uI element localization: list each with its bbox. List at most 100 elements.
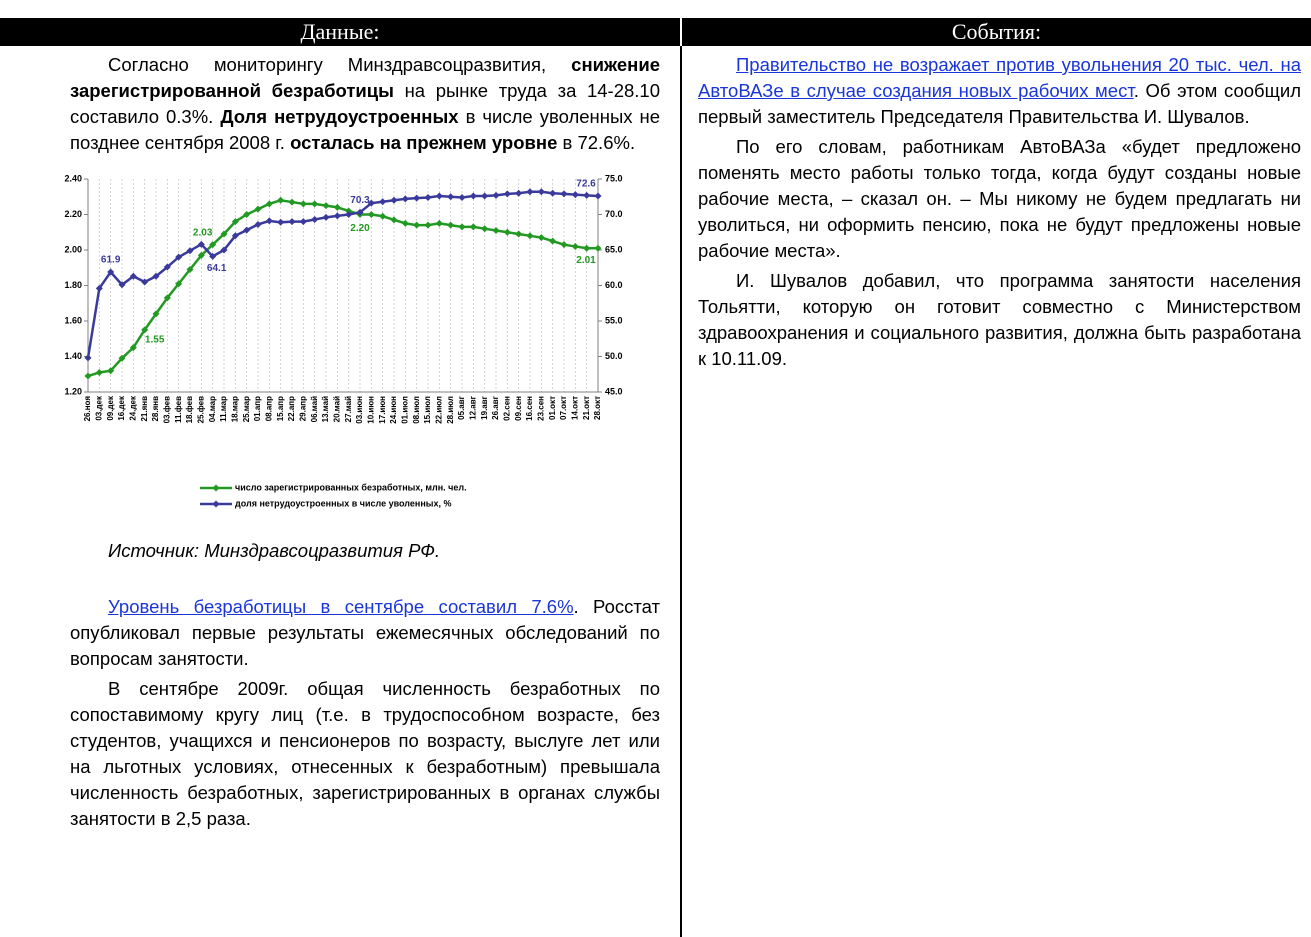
point-marker [118, 281, 126, 289]
paragraph: В сентябре 2009г. общая численность безр… [70, 678, 660, 829]
point-marker [129, 272, 137, 280]
point-marker [549, 237, 557, 245]
point-marker [84, 372, 92, 380]
point-marker [481, 225, 489, 233]
point-marker [401, 219, 409, 227]
data-label: 2.03 [193, 227, 213, 238]
y2-tick-label: 60.0 [605, 280, 623, 290]
point-marker [175, 253, 183, 261]
x-tick-label: 18.фев [185, 396, 194, 423]
point-marker [435, 219, 443, 227]
point-marker [367, 199, 375, 207]
paragraph: По его словам, работникам АвтоВАЗа «буде… [698, 136, 1301, 261]
y-tick-label: 1.80 [64, 280, 82, 290]
point-marker [515, 230, 523, 238]
bold-text: снижение зарегистрированной безработицы [70, 54, 660, 101]
x-tick-label: 17.июн [378, 396, 387, 424]
x-tick-label: 16.сен [525, 396, 534, 421]
x-tick-label: 25.фев [196, 396, 205, 423]
x-tick-label: 21.окт [582, 396, 591, 420]
x-tick-label: 08.апр [264, 396, 273, 421]
y-tick-label: 2.00 [64, 244, 82, 254]
y2-tick-label: 50.0 [605, 351, 623, 361]
legend-marker [212, 500, 220, 508]
point-marker [265, 200, 273, 208]
point-marker [503, 190, 511, 198]
news-link[interactable]: Правительство не возражает против увольн… [698, 54, 1301, 101]
series-line [86, 190, 599, 359]
point-marker [129, 344, 137, 352]
header-right: События: [682, 18, 1311, 46]
point-marker [594, 192, 602, 200]
data-label: 70.3 [350, 195, 370, 206]
legend-label: доля нетрудоустроенных в числе уволенных… [235, 498, 451, 508]
point-marker [560, 241, 568, 249]
x-tick-label: 26.ноя [83, 396, 92, 422]
y-tick-label: 2.20 [64, 209, 82, 219]
point-marker [515, 189, 523, 197]
point-marker [322, 202, 330, 210]
text: . Об этом сообщил первый заместитель Пре… [698, 80, 1301, 127]
x-tick-label: 02.сен [502, 396, 511, 421]
y2-tick-label: 75.0 [605, 173, 623, 183]
point-marker [379, 198, 387, 206]
point-marker [107, 268, 115, 276]
point-marker [356, 208, 364, 216]
point-marker [537, 234, 545, 242]
point-marker [107, 367, 115, 375]
y2-tick-label: 70.0 [605, 209, 623, 219]
x-tick-label: 15.апр [276, 396, 285, 421]
point-marker [288, 198, 296, 206]
x-tick-label: 09.сен [514, 396, 523, 421]
chart: 1.20 1.40 1.60 1.80 2.00 2.20 2.40 45.0 50.0 55.0… [64, 173, 623, 508]
point-marker [231, 232, 239, 240]
text: Согласно мониторингу Минздравсоцразвития… [108, 54, 572, 75]
left-column: Согласно мониторингу Минздравсоцразвития… [0, 46, 682, 937]
x-tick-label: 11.мар [219, 396, 228, 422]
point-marker [492, 226, 500, 234]
point-marker [220, 230, 228, 238]
point-marker [333, 212, 341, 220]
point-marker [390, 196, 398, 204]
point-marker [583, 244, 591, 252]
point-marker [209, 241, 217, 249]
news-link[interactable]: Уровень безработицы в сентябре составил … [108, 596, 574, 617]
data-label: 72.6 [576, 179, 596, 190]
point-marker [424, 193, 432, 201]
point-marker [163, 294, 171, 302]
point-marker [152, 272, 160, 280]
right-column: Правительство не возражает против увольн… [682, 46, 1311, 937]
point-marker [424, 221, 432, 229]
x-tick-label: 05.авг [457, 395, 466, 419]
point-marker [594, 244, 602, 252]
point-marker [197, 251, 205, 259]
x-tick-label: 26.авг [491, 395, 500, 419]
paragraph: Согласно мониторингу Минздравсоцразвития… [70, 52, 660, 156]
point-marker [571, 191, 579, 199]
point-marker [583, 191, 591, 199]
x-tick-label: 24.дек [128, 395, 137, 421]
x-tick-label: 24.июн [389, 396, 398, 424]
text: в 72.6%. [557, 132, 636, 153]
point-marker [333, 203, 341, 211]
x-tick-label: 28.окт [593, 396, 602, 420]
point-marker [413, 221, 421, 229]
x-tick-label: 29.апр [298, 396, 307, 421]
paragraph: Правительство не возражает против увольн… [698, 52, 1301, 130]
point-marker [141, 326, 149, 334]
point-marker [299, 218, 307, 226]
x-tick-label: 12.авг [468, 395, 477, 419]
x-tick-label: 28.янв [151, 396, 160, 422]
header-left: Данные: [0, 18, 680, 46]
x-tick-label: 14.окт [570, 396, 579, 420]
x-tick-label: 16.дек [117, 395, 126, 421]
point-marker [549, 189, 557, 197]
x-tick-label: 22.июл [434, 396, 443, 424]
x-tick-label: 04.мар [208, 396, 217, 422]
point-marker [481, 192, 489, 200]
point-marker [469, 223, 477, 231]
bold-text: Доля нетрудоустроенных [220, 106, 459, 127]
y-tick-label: 1.40 [64, 351, 82, 361]
point-marker [220, 246, 228, 254]
